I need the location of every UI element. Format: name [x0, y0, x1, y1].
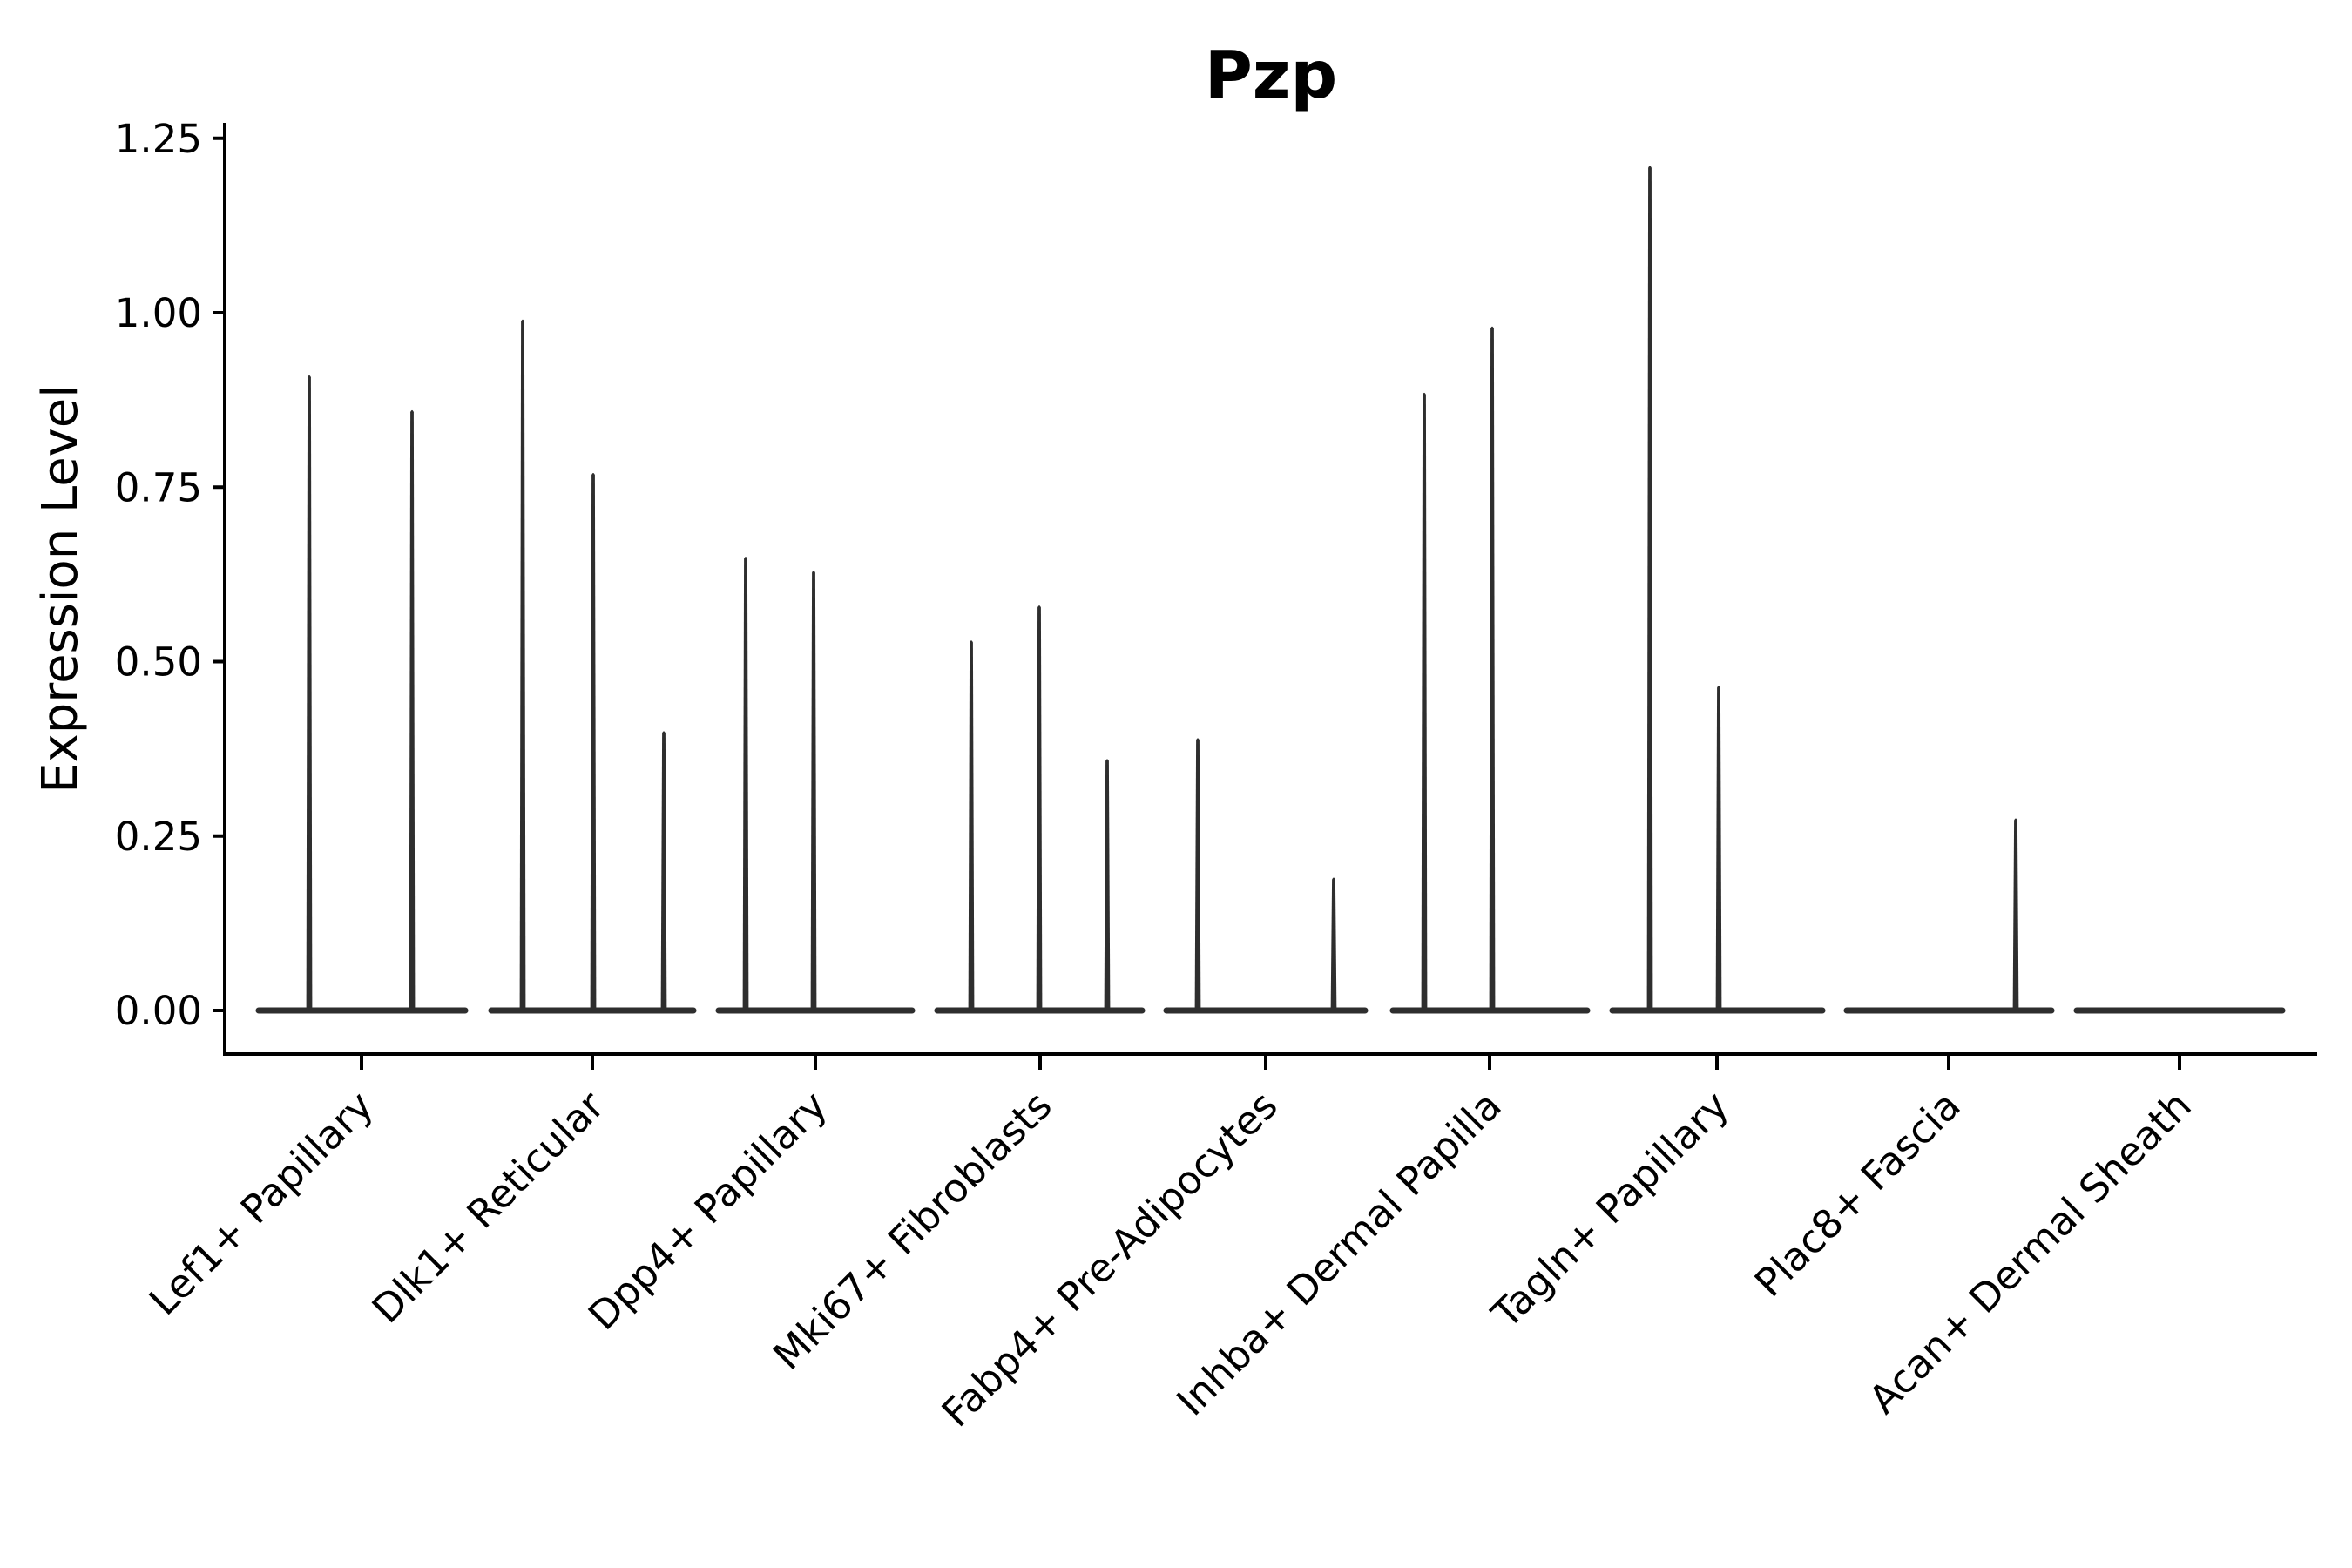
x-tick-label: Lef1+ Papillary: [140, 1082, 382, 1324]
y-tick-label: 0.00: [115, 988, 202, 1034]
violin-spike: [306, 375, 313, 1013]
violin-spike: [1104, 759, 1111, 1012]
y-tick-label: 0.25: [115, 814, 202, 860]
violin-spike: [590, 472, 597, 1012]
violins: [255, 166, 2286, 1014]
y-tick-label: 1.00: [115, 290, 202, 336]
violin-spike: [660, 731, 667, 1012]
violin-spike: [1330, 877, 1337, 1012]
y-tick-label: 0.75: [115, 464, 202, 510]
violin-spike: [2012, 818, 2019, 1012]
violin-spike: [1489, 326, 1496, 1012]
violin-spike: [810, 571, 817, 1012]
violin-group: [715, 557, 916, 1014]
violin-group: [255, 375, 469, 1014]
violin-spike: [968, 640, 975, 1012]
violin-group: [1843, 818, 2055, 1014]
y-tick-label: 0.50: [115, 639, 202, 686]
violin-group: [1609, 166, 1826, 1014]
axis-spines: [223, 123, 2317, 1056]
violin-spike: [1421, 392, 1428, 1012]
x-tick-label: Tagln+ Papillary: [1483, 1082, 1738, 1337]
chart-title: Pzp: [1205, 37, 1337, 113]
y-tick-label: 1.25: [115, 116, 202, 162]
violin-spike: [519, 319, 526, 1012]
violin-spike: [1194, 738, 1201, 1012]
violin-spike: [742, 557, 749, 1012]
violin-group: [934, 605, 1146, 1014]
violin-group: [1163, 738, 1369, 1014]
violin-spike: [1646, 166, 1653, 1013]
violin-group: [1389, 326, 1591, 1014]
x-tick-label: Dpp4+ Papillary: [579, 1082, 836, 1339]
x-tick-label: Dlk1+ Reticular: [363, 1082, 613, 1332]
violin-spike: [1715, 686, 1722, 1012]
x-tick-label: Plac8+ Fascia: [1746, 1082, 1970, 1306]
y-axis: 0.00 0.25 0.50 0.75 1.00 1.25: [115, 116, 225, 1034]
y-axis-title: Expression Level: [32, 384, 89, 794]
violin-spike: [1036, 605, 1043, 1012]
violin-spike: [409, 409, 416, 1012]
violin-group: [488, 319, 697, 1014]
